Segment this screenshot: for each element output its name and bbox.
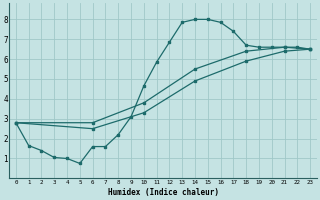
- X-axis label: Humidex (Indice chaleur): Humidex (Indice chaleur): [108, 188, 219, 197]
